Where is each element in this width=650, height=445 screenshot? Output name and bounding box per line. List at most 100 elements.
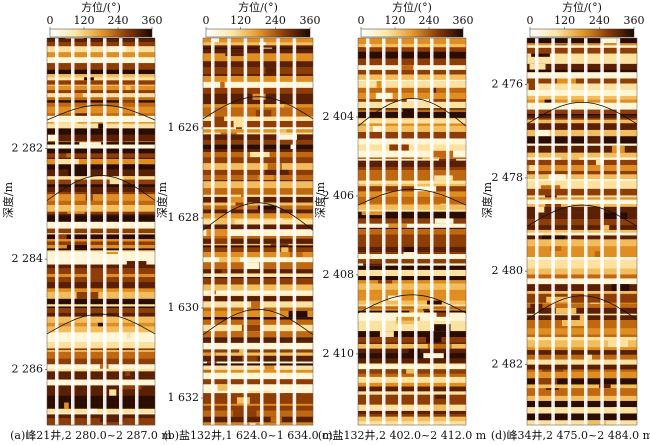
image-spot xyxy=(111,141,125,143)
image-spot xyxy=(53,122,78,124)
image-band xyxy=(203,338,313,344)
image-band xyxy=(47,241,155,246)
image-frame xyxy=(357,37,467,426)
image-band xyxy=(527,239,637,247)
image-spot xyxy=(536,378,558,385)
image-band xyxy=(203,384,313,392)
image-spot xyxy=(203,369,213,373)
image-band xyxy=(47,200,155,206)
image-spot xyxy=(71,93,83,98)
pad-gap xyxy=(119,38,123,425)
depth-axis-label: 深度/m xyxy=(480,181,494,218)
image-spot xyxy=(404,246,417,253)
image-band xyxy=(203,213,313,219)
image-spot xyxy=(363,263,386,266)
colorbar-tick-label: 0 xyxy=(358,14,365,27)
image-band xyxy=(203,290,313,295)
colorbar-tick-label: 240 xyxy=(108,14,129,27)
image-band xyxy=(527,212,637,220)
image-band xyxy=(358,289,466,296)
image-band xyxy=(527,384,637,389)
image-band xyxy=(47,159,155,165)
image-band xyxy=(47,213,155,216)
image-band xyxy=(203,121,313,128)
pad-gap xyxy=(551,38,555,425)
image-spot xyxy=(125,86,131,91)
image-band xyxy=(47,338,155,343)
image-spot xyxy=(229,331,249,337)
image-spot xyxy=(97,322,107,327)
image-band xyxy=(203,342,313,350)
image-band xyxy=(527,278,637,285)
image-band xyxy=(527,47,637,54)
image-band xyxy=(527,371,637,379)
pad-gap xyxy=(71,38,75,425)
image-band xyxy=(47,134,155,142)
image-band xyxy=(203,181,313,189)
image-band xyxy=(358,228,466,235)
image-band xyxy=(358,157,466,160)
image-band xyxy=(358,150,466,158)
image-spot xyxy=(204,352,217,356)
image-band xyxy=(527,43,637,45)
image-band xyxy=(527,78,637,84)
image-band xyxy=(358,343,466,349)
image-band xyxy=(203,369,313,374)
image-band xyxy=(203,278,313,285)
image-spot xyxy=(595,159,604,166)
image-band xyxy=(358,308,466,311)
image-band xyxy=(358,404,466,412)
depth-tick-label: 2 410 xyxy=(323,347,355,360)
image-spot xyxy=(548,174,566,180)
image-band xyxy=(358,47,466,53)
image-spot xyxy=(275,224,298,230)
image-band xyxy=(527,296,637,304)
image-band xyxy=(527,302,637,305)
borehole-image xyxy=(526,38,638,426)
image-band xyxy=(203,169,313,176)
depth-tick-label: 1 630 xyxy=(168,301,200,314)
image-spot xyxy=(64,402,69,409)
image-band xyxy=(203,365,313,371)
image-spot xyxy=(433,364,448,370)
image-band xyxy=(47,239,155,242)
colorbar-tick-label: 0 xyxy=(203,14,210,27)
colorbar xyxy=(529,28,635,38)
image-spot xyxy=(577,56,590,64)
image-band xyxy=(203,269,313,274)
image-band xyxy=(527,354,637,360)
image-spot xyxy=(56,233,63,235)
image-spot xyxy=(123,176,139,180)
image-spot xyxy=(241,324,262,332)
image-spot xyxy=(67,211,85,214)
colorbar xyxy=(360,28,464,38)
image-band xyxy=(527,235,637,240)
image-spot xyxy=(553,44,567,46)
colorbar-tick-label: 0 xyxy=(47,14,54,27)
image-spot xyxy=(267,163,282,170)
image-band xyxy=(527,420,637,426)
image-band xyxy=(203,393,313,398)
image-spot xyxy=(264,104,285,108)
image-band xyxy=(47,187,155,193)
image-band xyxy=(527,307,637,315)
image-band xyxy=(358,227,466,230)
image-band xyxy=(527,336,637,341)
image-spot xyxy=(432,404,451,411)
image-band xyxy=(47,261,155,265)
image-spot xyxy=(426,337,442,343)
colorbar-tick-label: 120 xyxy=(74,14,95,27)
colorbar-tick-label: 120 xyxy=(230,14,251,27)
image-spot xyxy=(427,343,452,349)
image-band xyxy=(358,241,466,248)
pad-gap xyxy=(292,38,297,425)
image-band xyxy=(47,228,155,234)
image-spot xyxy=(117,348,133,351)
image-band xyxy=(203,252,313,258)
image-band xyxy=(527,69,637,73)
image-band xyxy=(358,304,466,307)
sine-trace xyxy=(46,104,156,121)
image-band xyxy=(527,259,637,266)
image-band xyxy=(203,219,313,225)
image-band xyxy=(527,174,637,180)
